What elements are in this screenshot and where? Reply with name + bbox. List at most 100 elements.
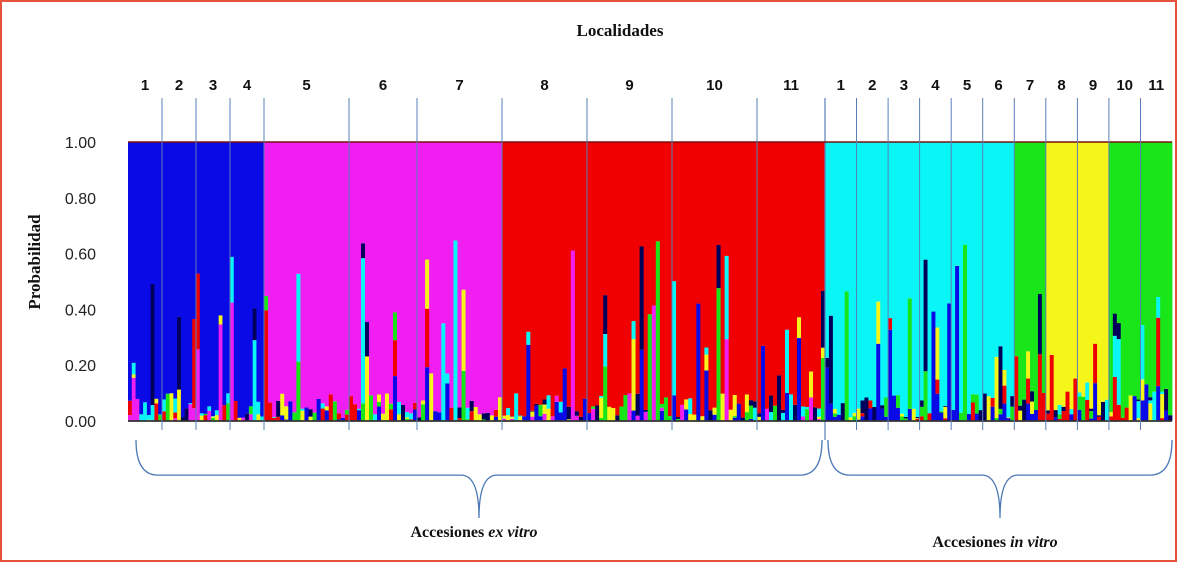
bar-segment-blue xyxy=(785,393,789,421)
bar-segment-cyan xyxy=(805,407,809,409)
bar-segment-cyan xyxy=(991,142,995,398)
locality-label: 2 xyxy=(175,77,183,94)
bar-segment-red xyxy=(449,408,453,421)
bar-segment-magenta xyxy=(349,142,353,396)
bar-segment-navy xyxy=(177,317,181,390)
bar-segment-green xyxy=(1140,142,1144,325)
bar-segment-navy xyxy=(717,245,721,288)
locality-label: 7 xyxy=(1026,77,1034,94)
bar-segment-yellow xyxy=(1002,370,1006,386)
bar-segment-red xyxy=(789,142,793,394)
bar-segment-navy xyxy=(365,322,369,356)
bar-segment-green xyxy=(1156,142,1160,297)
bar-segment-red xyxy=(603,142,607,295)
bar-segment-cyan xyxy=(300,409,304,411)
bar-segment-yellow xyxy=(632,339,636,410)
bar-segment-red xyxy=(559,142,563,402)
bar-segment-cyan xyxy=(868,142,872,400)
bar-segment-blue xyxy=(393,376,397,421)
bar-segment-cyan xyxy=(1085,382,1089,399)
bar-segment-magenta xyxy=(453,142,457,240)
bar-segment-cyan xyxy=(872,142,876,407)
bar-segment-magenta xyxy=(196,349,200,421)
bar-segment-navy xyxy=(401,405,405,421)
bar-segment-blue xyxy=(587,413,591,421)
bar-segment-red xyxy=(749,142,753,400)
bar-segment-magenta xyxy=(268,142,272,403)
bar-segment-green xyxy=(999,409,1003,414)
bar-segment-red xyxy=(769,142,773,396)
bar-segment-yellow xyxy=(1093,142,1097,344)
bar-segment-cyan xyxy=(1058,405,1062,415)
locality-label: 6 xyxy=(379,77,387,94)
bar-segment-blue xyxy=(632,411,636,421)
bar-segment-yellow xyxy=(474,407,478,421)
bar-segment-red xyxy=(173,413,177,419)
bar-segment-red xyxy=(704,142,708,347)
bar-segment-cyan xyxy=(939,142,943,411)
bar-segment-green xyxy=(1089,411,1093,418)
bar-segment-navy xyxy=(595,405,599,421)
bar-segment-green xyxy=(1081,397,1085,421)
bar-segment-green xyxy=(1144,142,1148,384)
bar-segment-red xyxy=(1026,379,1030,404)
bar-segment-blue xyxy=(200,142,204,413)
bar-segment-blue xyxy=(1069,414,1073,421)
bar-segment-magenta xyxy=(401,142,405,405)
bar-segment-green xyxy=(204,414,208,415)
bar-segment-yellow xyxy=(704,355,708,371)
bar-segment-red xyxy=(268,403,272,421)
bar-segment-red xyxy=(425,309,429,368)
bar-segment-green xyxy=(939,411,943,412)
bar-segment-blue xyxy=(357,410,361,421)
bar-segment-blue xyxy=(207,142,211,406)
bar-segment-red xyxy=(991,398,995,407)
bar-segment-cyan xyxy=(441,323,445,421)
bar-segment-green xyxy=(1022,142,1026,400)
bar-segment-yellow xyxy=(1097,142,1101,415)
bar-segment-red xyxy=(688,142,692,398)
bar-segment-red xyxy=(615,142,619,415)
bar-segment-green xyxy=(591,406,595,408)
bar-segment-magenta xyxy=(397,142,401,402)
bar-segment-magenta xyxy=(425,142,429,260)
bar-segment-blue xyxy=(967,414,971,421)
bar-segment-green xyxy=(664,397,668,421)
bar-segment-blue xyxy=(955,266,959,421)
bar-segment-magenta xyxy=(132,378,136,421)
bar-segment-magenta xyxy=(284,142,288,406)
bar-segment-blue xyxy=(797,338,801,421)
bar-segment-yellow xyxy=(425,260,429,309)
bar-segment-yellow xyxy=(154,399,158,404)
bar-segment-magenta xyxy=(288,142,292,401)
bar-segment-navy xyxy=(793,405,797,421)
bar-segment-cyan xyxy=(272,417,276,418)
bar-segment-cyan xyxy=(943,142,947,406)
bar-segment-yellow xyxy=(542,405,546,414)
bar-segment-blue xyxy=(143,142,147,402)
bar-segment-yellow xyxy=(325,406,329,410)
bar-segment-blue xyxy=(204,142,208,414)
bar-segment-red xyxy=(470,411,474,421)
bar-segment-red xyxy=(741,142,745,417)
bar-segment-green xyxy=(749,406,753,419)
bar-segment-magenta xyxy=(445,142,449,374)
bar-segment-magenta xyxy=(249,414,253,421)
bar-segment-cyan xyxy=(230,257,234,303)
bar-segment-yellow xyxy=(385,394,389,421)
bar-segment-magenta xyxy=(280,142,284,394)
bar-segment-blue xyxy=(249,142,253,406)
bar-segment-navy xyxy=(253,309,257,341)
bar-segment-yellow xyxy=(1030,402,1034,414)
bar-segment-cyan xyxy=(253,340,257,421)
bar-segment-cyan xyxy=(207,406,211,410)
bar-segment-blue xyxy=(935,394,939,421)
bar-segment-navy xyxy=(860,400,864,413)
bar-segment-cyan xyxy=(143,402,147,421)
bar-segment-yellow xyxy=(530,411,534,416)
bar-segment-yellow xyxy=(510,417,514,419)
bar-segment-magenta xyxy=(555,396,559,402)
bar-segment-green xyxy=(1113,142,1117,314)
bar-segment-magenta xyxy=(494,142,498,410)
